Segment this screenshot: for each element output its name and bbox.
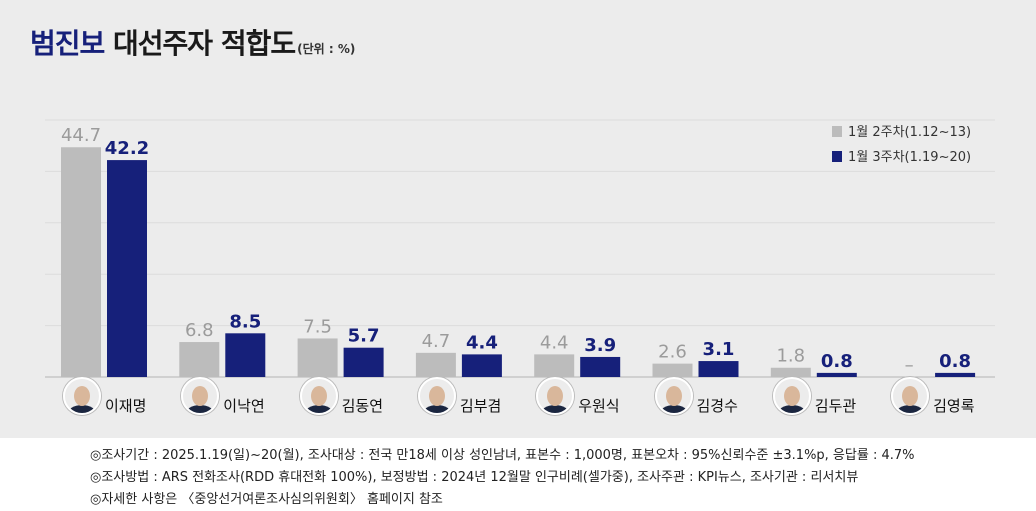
chart-panel xyxy=(0,0,1036,438)
data-label-week3-0: 42.2 xyxy=(105,138,149,159)
bar-week3-4 xyxy=(580,356,621,377)
bar-week3-5 xyxy=(698,361,739,377)
data-label-week3-1: 8.5 xyxy=(229,311,261,332)
bar-chart: 44.742.2 6.8 8.5 7.5 5.7 4.7 4.4 4.4 3.9 2.6 3.1 1.… xyxy=(45,119,995,378)
candidate-photo-icon xyxy=(536,377,575,415)
bar-week2-1 xyxy=(179,342,220,377)
data-label-week2-0: 44.7 xyxy=(61,125,101,146)
title-unit: (단위 : %) xyxy=(297,42,356,56)
data-label-week2-2: 7.5 xyxy=(303,316,332,337)
data-label-week2-4: 4.4 xyxy=(540,332,569,353)
candidate-name-7: 김영록 xyxy=(933,397,975,415)
title-accent: 범진보 xyxy=(30,27,105,60)
candidate-photo-icon xyxy=(654,377,693,415)
candidate-name-2: 김동연 xyxy=(341,397,383,415)
data-label-week3-6: 0.8 xyxy=(821,351,853,372)
bar-week2-4 xyxy=(534,354,575,377)
data-label-week3-2: 5.7 xyxy=(348,326,380,347)
data-label-week2-3: 4.7 xyxy=(422,331,451,352)
bar-week3-3 xyxy=(461,354,502,377)
candidate-name-1: 이낙연 xyxy=(223,397,265,415)
legend-item-week2: 1월 2주차(1.12~13) xyxy=(832,121,971,140)
chart-title: 범진보 대선주자 적합도 (단위 : %) xyxy=(30,22,355,62)
data-label-week3-4: 3.9 xyxy=(584,335,616,356)
bar-week3-6 xyxy=(816,372,857,377)
candidate-photo-icon xyxy=(299,377,338,415)
bar-week3-2 xyxy=(343,347,384,377)
bar-week2-2 xyxy=(297,338,338,377)
data-label-week2-6: 1.8 xyxy=(776,346,805,367)
candidate-photo-icon xyxy=(417,377,456,415)
bar-week2-6 xyxy=(770,367,811,377)
legend-label-week3: 1월 3주차(1.19~20) xyxy=(848,150,972,165)
legend-swatch-week3 xyxy=(832,151,842,162)
bar-week2-0 xyxy=(61,147,101,377)
note-method: ◎조사방법 : ARS 전화조사(RDD 휴대전화 100%), 보정방법 : … xyxy=(90,470,859,485)
candidate-photo-icon xyxy=(181,377,220,415)
candidate-name-0: 이재명 xyxy=(105,397,147,415)
data-label-week2-5: 2.6 xyxy=(658,342,687,363)
note-reference: ◎자세한 사항은 〈중앙선거여론조사심의위원회〉 홈페이지 참조 xyxy=(90,492,443,507)
data-label-week3-3: 4.4 xyxy=(466,332,498,353)
title-main: 대선주자 적합도 xyxy=(113,27,296,60)
candidate-name-5: 김경수 xyxy=(696,397,738,415)
data-label-week2-7: – xyxy=(905,355,914,376)
candidate-name-3: 김부겸 xyxy=(459,397,502,415)
data-label-week2-1: 6.8 xyxy=(185,320,214,341)
bar-week3-1 xyxy=(225,333,266,377)
note-period: ◎조사기간 : 2025.1.19(일)~20(월), 조사대상 : 전국 만1… xyxy=(90,448,915,463)
candidate-name-6: 김두관 xyxy=(814,397,857,415)
bar-week2-5 xyxy=(652,363,693,377)
legend-swatch-week2 xyxy=(832,126,842,137)
survey-notes: ◎조사기간 : 2025.1.19(일)~20(월), 조사대상 : 전국 만1… xyxy=(90,445,915,511)
data-label-week3-7: 0.8 xyxy=(939,351,971,372)
bar-week3-7 xyxy=(935,372,976,377)
bar-week2-3 xyxy=(415,352,456,377)
legend-label-week2: 1월 2주차(1.12~13) xyxy=(848,125,972,140)
legend-item-week3: 1월 3주차(1.19~20) xyxy=(832,146,971,165)
bar-week3-0 xyxy=(107,160,147,377)
candidate-photo-icon xyxy=(63,377,101,415)
data-label-week3-5: 3.1 xyxy=(703,339,735,360)
candidate-name-4: 우원식 xyxy=(578,397,620,415)
candidate-photo-icon xyxy=(891,377,930,415)
candidate-photo-icon xyxy=(772,377,811,415)
